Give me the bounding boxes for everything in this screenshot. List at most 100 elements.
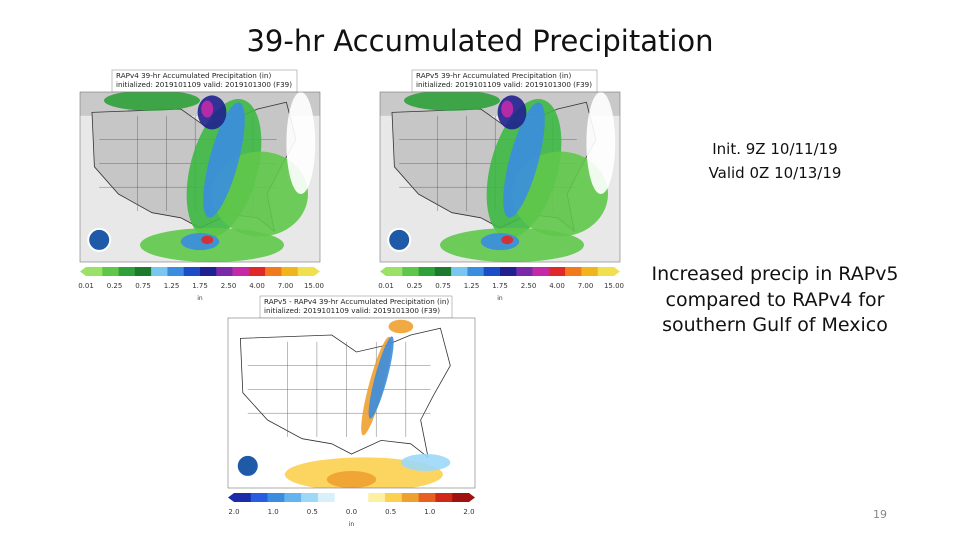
colorbar-swatch — [151, 267, 168, 276]
colorbar-unit: in — [349, 521, 355, 528]
colorbar-label: 1.75 — [492, 282, 508, 290]
colorbar-label: 0.5 — [307, 508, 318, 516]
colorbar-label: 15.00 — [604, 282, 624, 290]
colorbar-label: 2.50 — [521, 282, 537, 290]
colorbar-unit: in — [197, 295, 203, 302]
colorbar-label: 0.0 — [346, 508, 357, 516]
colorbar-swatch — [167, 267, 185, 276]
colorbar-swatch — [216, 267, 233, 276]
colorbar-swatch — [548, 267, 566, 276]
colorbar-swatch — [467, 267, 485, 276]
map-panel: RAPv5 - RAPv4 39-hr Accumulated Precipit… — [227, 295, 476, 528]
colorbar-end — [614, 267, 620, 276]
precip-area — [586, 92, 616, 194]
colorbar-end — [228, 493, 234, 502]
colorbar-swatch — [418, 493, 436, 502]
colorbar-swatch — [265, 267, 282, 276]
colorbar-swatch — [532, 267, 550, 276]
colorbar-end — [80, 267, 86, 276]
map-header-line: RAPv5 - RAPv4 39-hr Accumulated Precipit… — [264, 297, 449, 306]
precip-area — [212, 151, 308, 237]
colorbar-label: 0.75 — [435, 282, 451, 290]
colorbar-swatch — [284, 493, 302, 502]
map-header-line: initialized: 2019101109 valid: 201910130… — [264, 306, 440, 315]
colorbar-label: 1.75 — [192, 282, 208, 290]
colorbar-swatch — [500, 267, 517, 276]
colorbar-swatch — [134, 267, 152, 276]
colorbar-label: 15.00 — [304, 282, 324, 290]
colorbar-label: 2.0 — [228, 508, 239, 516]
precip-area — [503, 102, 545, 218]
colorbar-label: 0.01 — [78, 282, 94, 290]
colorbar-swatch — [565, 267, 582, 276]
precip-area — [404, 92, 500, 111]
colorbar-label: 0.5 — [385, 508, 396, 516]
precip-area — [201, 100, 214, 118]
colorbar-label: 4.00 — [549, 282, 565, 290]
precip-area — [203, 102, 245, 218]
colorbar-swatch — [451, 267, 468, 276]
precip-area — [501, 235, 514, 245]
colorbar-swatch — [301, 493, 319, 502]
precip-area — [201, 235, 214, 245]
colorbar-swatch — [401, 493, 419, 502]
colorbar-swatch — [385, 493, 403, 502]
colorbar-swatch — [368, 493, 386, 502]
noaa-logo — [87, 227, 112, 252]
colorbar-swatch — [317, 493, 336, 502]
colorbar-label: 2.50 — [221, 282, 237, 290]
colorbar-label: 7.00 — [578, 282, 594, 290]
colorbar-swatch — [386, 267, 403, 276]
init-note: Init. 9Z 10/11/19 — [712, 140, 838, 158]
colorbar-swatch — [334, 493, 352, 502]
colorbar-unit: in — [497, 295, 503, 302]
colorbar-swatch — [102, 267, 119, 276]
colorbar-swatch — [232, 267, 250, 276]
colorbar-swatch — [248, 267, 266, 276]
precip-area — [400, 454, 451, 471]
colorbar-swatch — [597, 267, 615, 276]
colorbar-label: 2.0 — [463, 508, 474, 516]
map-header-line: RAPv5 39-hr Accumulated Precipitation (i… — [416, 71, 571, 80]
precip-area — [368, 336, 394, 419]
colorbar-label: 0.01 — [378, 282, 394, 290]
noaa-logo — [387, 227, 412, 252]
map-body — [380, 92, 620, 262]
colorbar-swatch — [234, 493, 252, 502]
colorbar-swatch — [435, 493, 453, 502]
colorbar-label: 4.00 — [249, 282, 265, 290]
colorbar-end — [314, 267, 320, 276]
map-frame — [79, 91, 321, 263]
map-body — [228, 318, 475, 488]
precip-area — [512, 151, 608, 237]
colorbar-swatch — [118, 267, 136, 276]
colorbar-label: 0.25 — [407, 282, 423, 290]
colorbar-end — [469, 493, 475, 502]
map-frame — [227, 317, 476, 489]
colorbar-label: 7.00 — [278, 282, 294, 290]
colorbar-swatch — [183, 267, 201, 276]
colorbar-swatch — [86, 267, 103, 276]
noaa-logo — [235, 453, 260, 478]
slide-title: 39-hr Accumulated Precipitation — [246, 24, 714, 58]
precip-area — [286, 92, 316, 194]
map-panel: RAPv5 39-hr Accumulated Precipitation (i… — [378, 69, 624, 302]
page-number: 19 — [873, 508, 887, 521]
colorbar-swatch — [402, 267, 419, 276]
colorbar-swatch — [281, 267, 299, 276]
precip-area — [104, 92, 200, 111]
colorbar-swatch — [452, 493, 470, 502]
colorbar-swatch — [297, 267, 315, 276]
colorbar-label: 1.0 — [268, 508, 279, 516]
colorbar-end — [380, 267, 386, 276]
precip-area — [501, 100, 514, 118]
precip-area — [180, 233, 220, 251]
colorbar-label: 1.25 — [164, 282, 180, 290]
colorbar-swatch — [267, 493, 285, 502]
colorbar-swatch — [351, 493, 369, 502]
map-frame — [379, 91, 621, 263]
map-body — [80, 92, 320, 262]
colorbar-swatch — [418, 267, 436, 276]
map-header-line: RAPv4 39-hr Accumulated Precipitation (i… — [116, 71, 271, 80]
colorbar-label: 1.25 — [464, 282, 480, 290]
